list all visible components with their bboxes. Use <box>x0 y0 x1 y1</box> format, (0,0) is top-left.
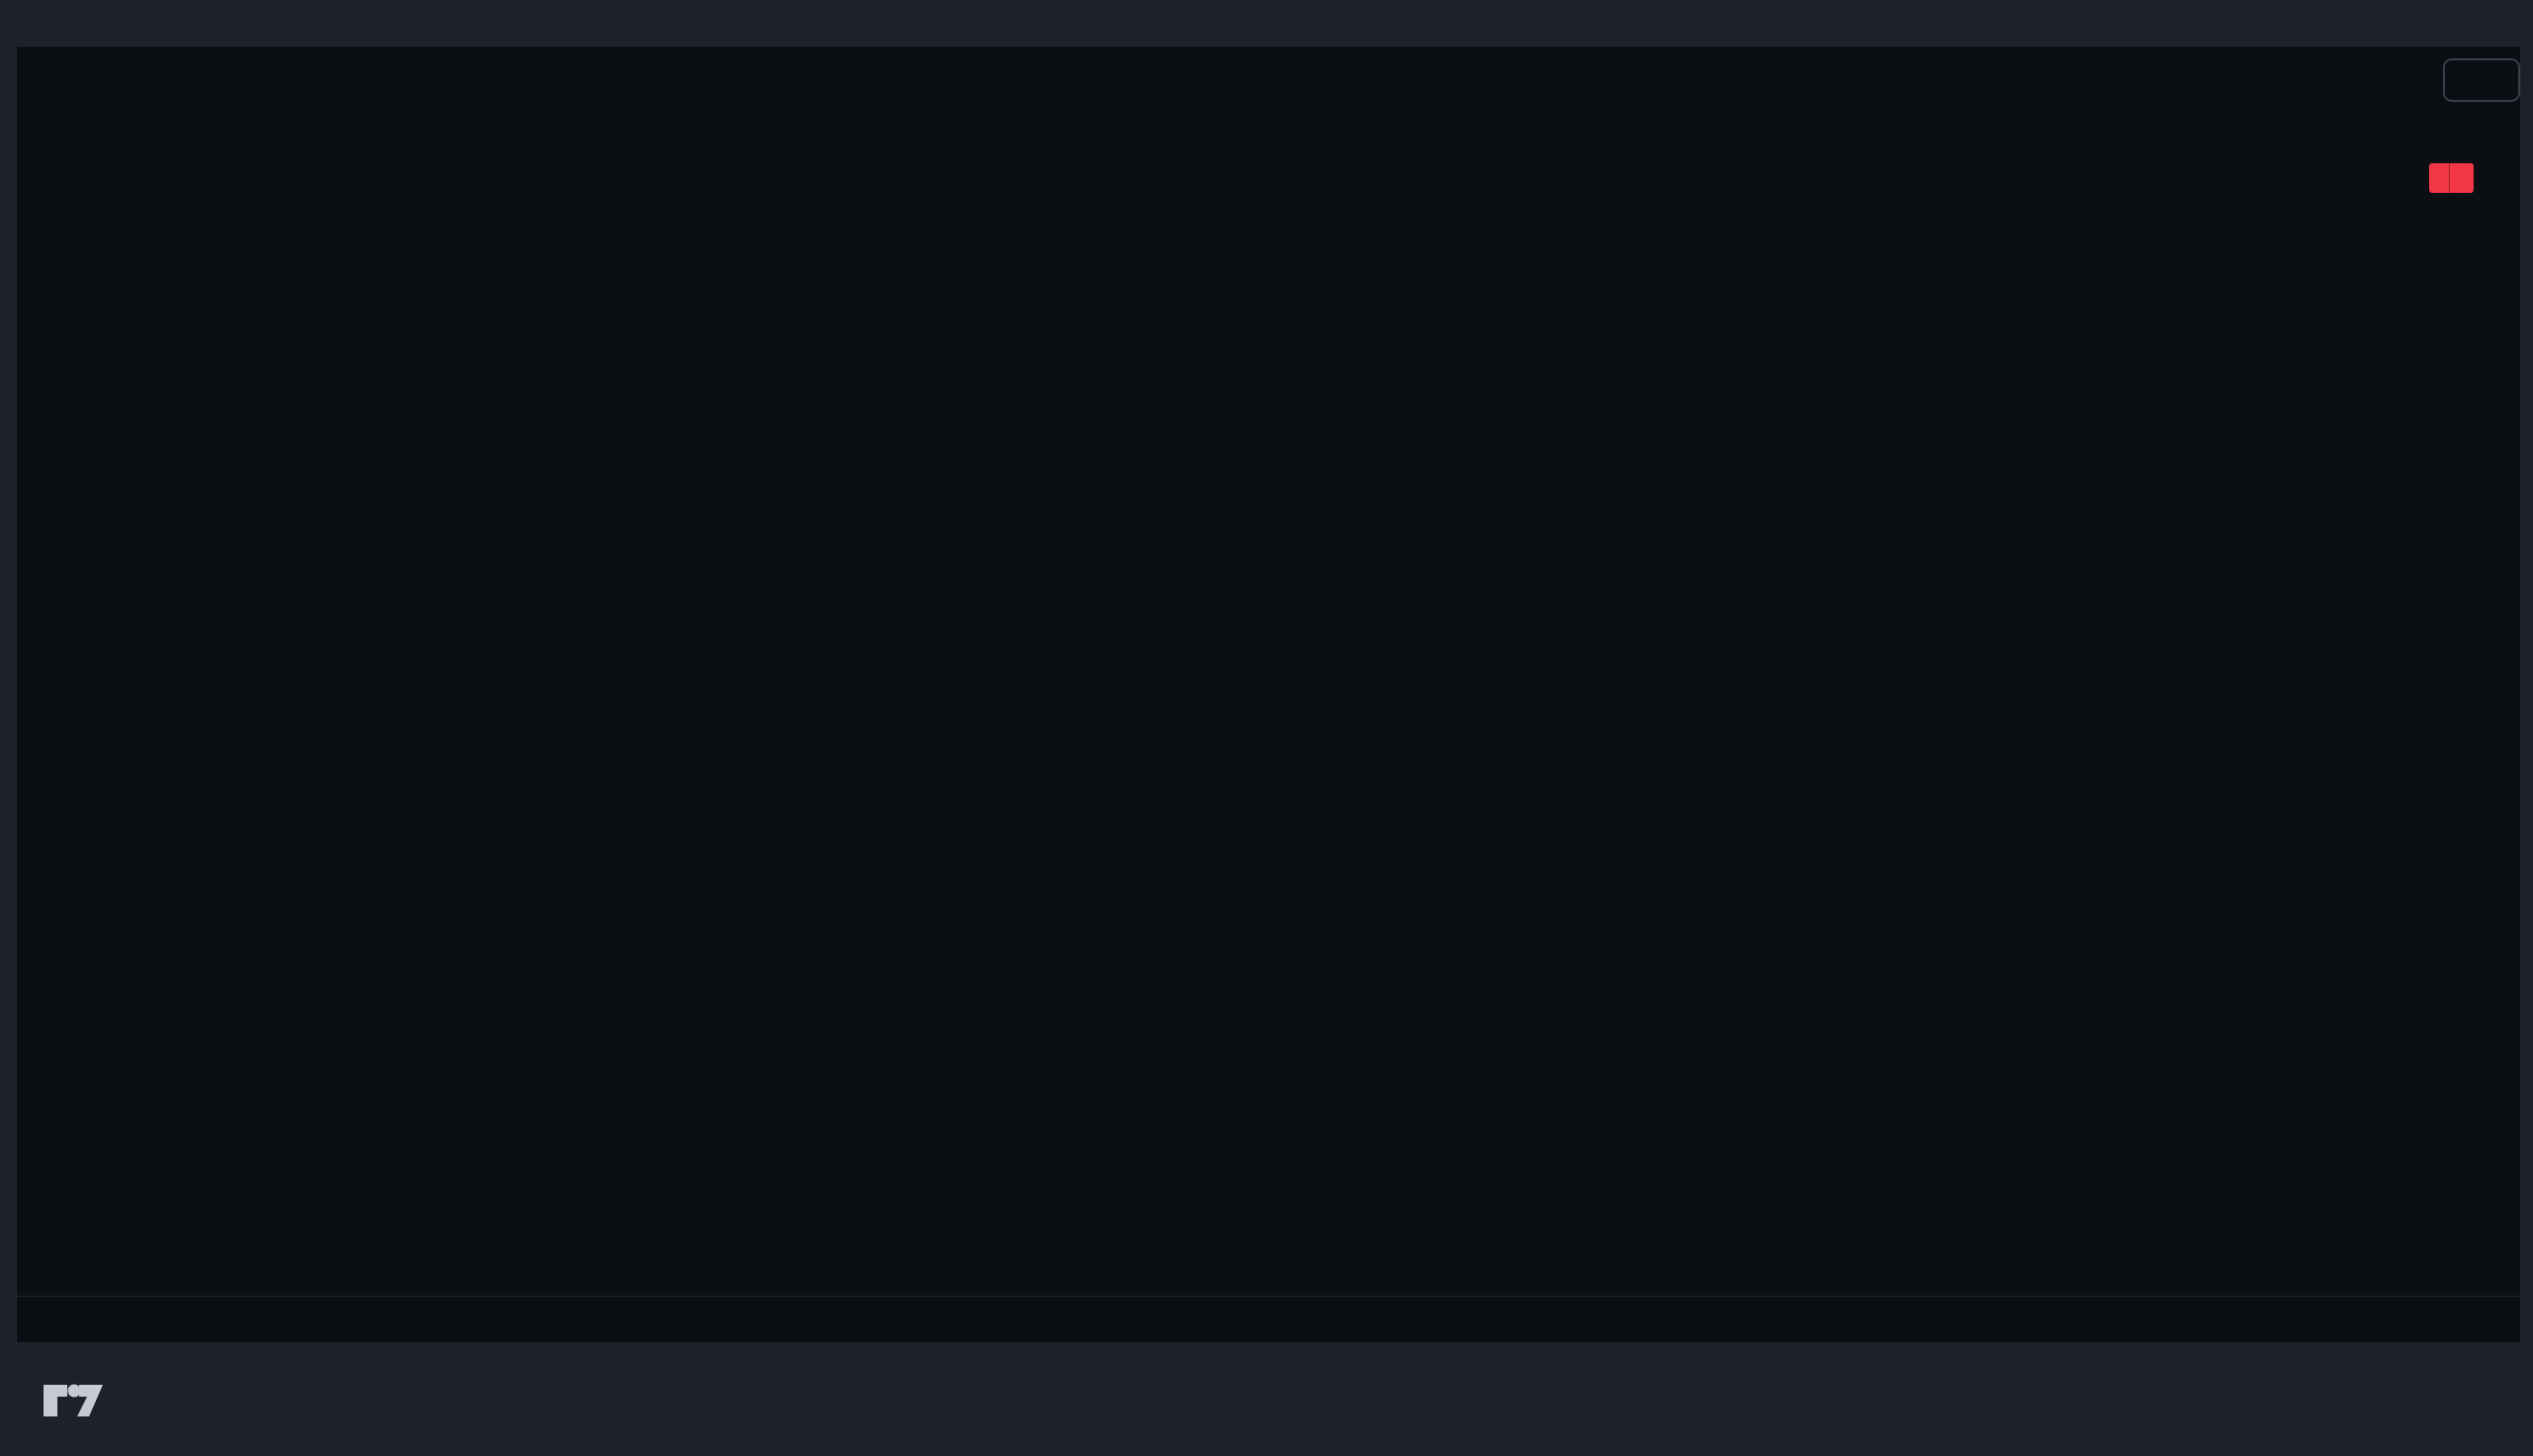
tradingview-logo-icon[interactable] <box>42 1377 105 1422</box>
ticker-tag <box>2429 163 2450 193</box>
chart-container <box>16 46 2522 1344</box>
price-panel[interactable] <box>17 46 2427 838</box>
top-attribution-bar <box>0 0 2533 46</box>
footer <box>42 1377 121 1422</box>
time-axis[interactable] <box>17 1296 2522 1344</box>
last-price-value <box>2450 163 2474 193</box>
symbol-legend[interactable] <box>31 58 76 81</box>
chart-canvas[interactable] <box>17 46 2427 1295</box>
rsi-panel[interactable] <box>17 841 2427 1087</box>
currency-button[interactable] <box>2443 58 2520 102</box>
last-price-label <box>2429 163 2474 193</box>
macd-panel[interactable] <box>17 1089 2427 1295</box>
